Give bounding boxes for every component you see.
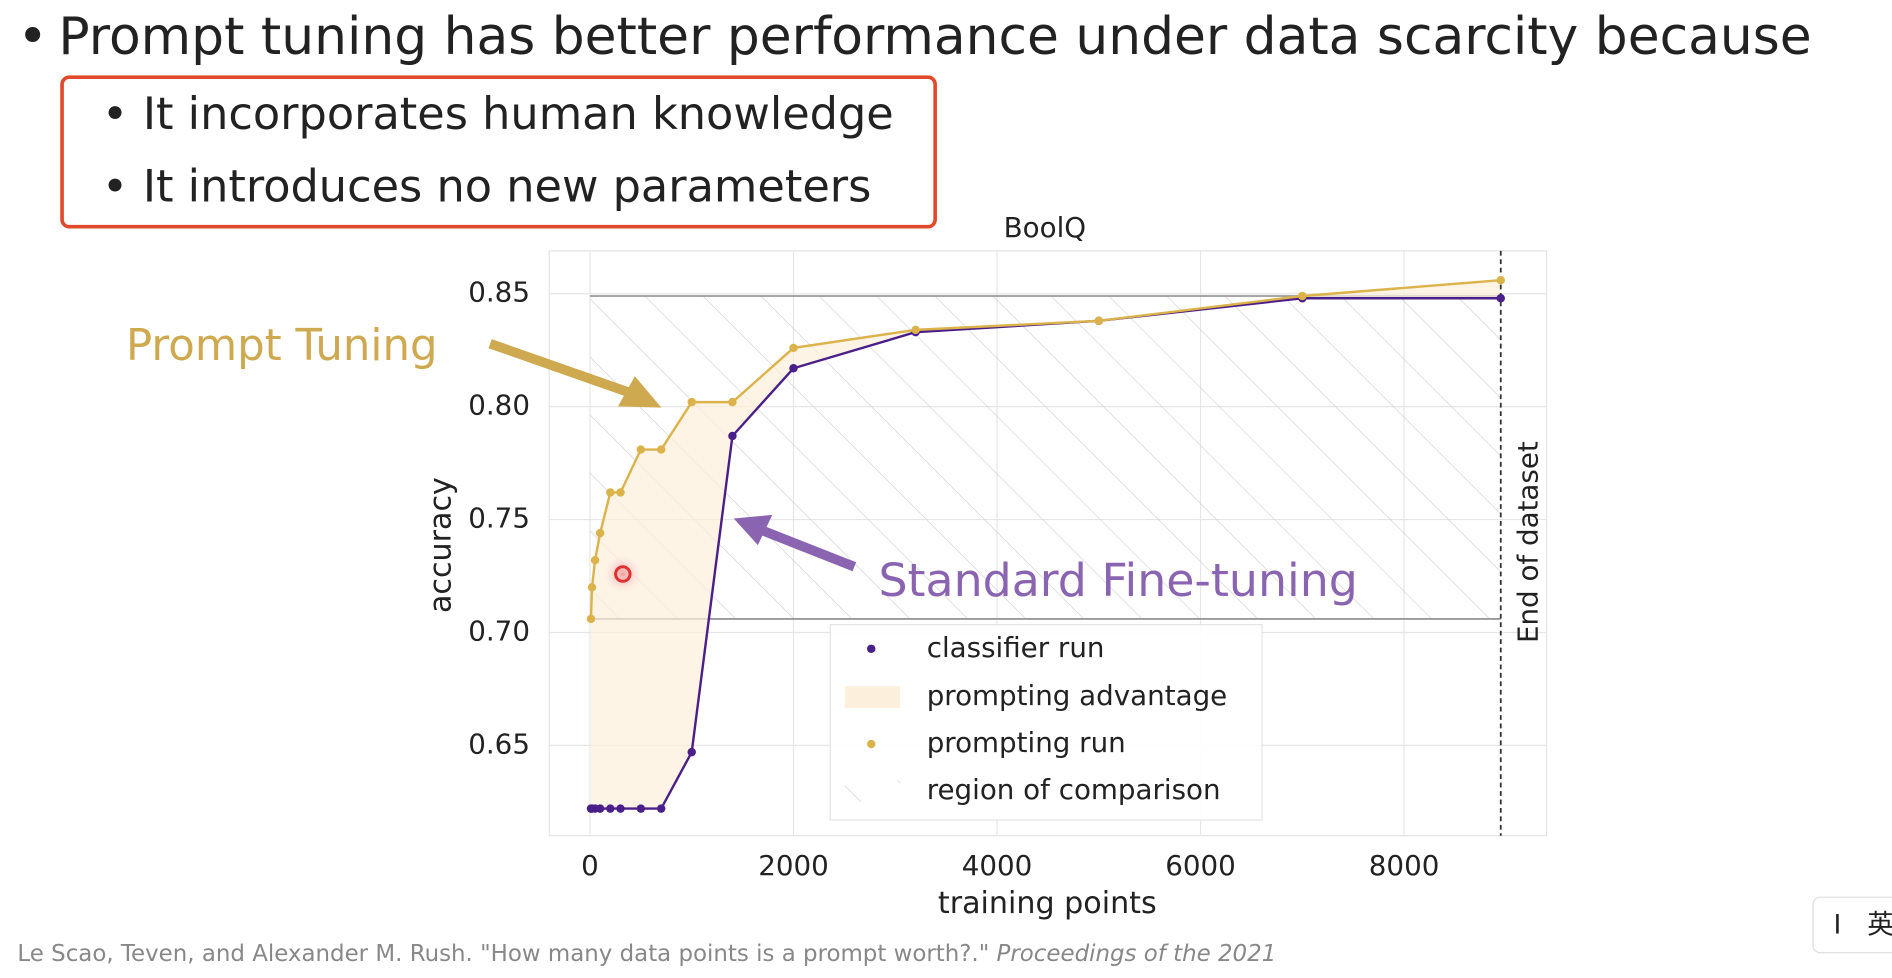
x-tick-label: 8000	[1369, 849, 1440, 882]
bullet: Prompt tuning has better performance und…	[58, 7, 1811, 67]
bullet-dot: •	[17, 7, 48, 67]
data-point	[1298, 291, 1307, 301]
legend-label: classifier run	[927, 631, 1105, 664]
ime-widget[interactable]	[1812, 896, 1892, 954]
data-point	[789, 343, 798, 353]
legend-marker	[867, 739, 876, 749]
annotation: Standard Fine-tuning	[878, 553, 1357, 607]
annotation: Prompt Tuning	[126, 321, 438, 371]
data-point	[587, 583, 597, 592]
data-point	[911, 325, 920, 335]
x-tick-label: 2000	[758, 849, 829, 882]
y-tick-label: 0.70	[468, 614, 530, 647]
ime-cursor: I	[1834, 910, 1842, 941]
citation: Le Scao, Teven, and Alexander M. Rush. "…	[17, 940, 1276, 966]
legend-marker	[844, 780, 901, 802]
x-tick-label: 0	[581, 849, 599, 882]
cursor-glow	[603, 554, 643, 594]
y-tick-label: 0.85	[468, 276, 530, 309]
legend-marker	[867, 644, 876, 654]
legend-marker	[844, 686, 901, 708]
ime-language[interactable]: 英	[1867, 910, 1892, 941]
data-point	[687, 747, 696, 757]
data-point	[636, 804, 646, 813]
data-point	[1496, 275, 1505, 285]
data-point	[616, 488, 625, 497]
legend-label: prompting run	[927, 726, 1126, 759]
cursor	[614, 565, 632, 583]
data-point	[728, 397, 737, 407]
plot: 0.65 0.70 0.75 0.80 0.85 0 2000 4000 6000 8000 End…	[126, 250, 1548, 882]
data-point	[616, 804, 625, 813]
end-of-dataset-label: End of dataset	[1512, 441, 1545, 643]
x-axis-label: training points	[938, 886, 1157, 921]
data-point	[636, 445, 646, 454]
citation-italic: Proceedings of the 2021	[997, 940, 1277, 966]
annotation-arrow	[488, 339, 630, 397]
data-point	[789, 364, 798, 373]
sub-bullet: It introduces no new parameters	[143, 160, 872, 212]
data-point	[687, 397, 696, 407]
annotation-arrowhead	[733, 514, 773, 546]
legend-label: prompting advantage	[927, 679, 1228, 712]
annotation-arrow	[760, 526, 857, 572]
comparison-region	[589, 295, 1501, 619]
y-tick-label: 0.75	[468, 502, 530, 535]
prompting-advantage	[590, 280, 1501, 809]
citation-text: Le Scao, Teven, and Alexander M. Rush. "…	[17, 940, 989, 966]
data-point	[728, 431, 737, 441]
x-tick-label: 4000	[962, 849, 1033, 882]
data-point	[606, 804, 615, 813]
data-point	[1496, 294, 1505, 303]
y-tick-label: 0.80	[468, 389, 530, 422]
bullet-dot: •	[102, 160, 128, 212]
data-point	[656, 804, 666, 813]
data-point	[590, 555, 600, 565]
legend: classifier run prompting advantage prompti…	[829, 624, 1263, 821]
data-point	[606, 488, 615, 497]
bullet-dot: •	[102, 88, 128, 140]
legend-label: region of comparison	[927, 773, 1221, 806]
data-point	[586, 614, 596, 624]
sub-bullet: It incorporates human knowledge	[143, 88, 894, 140]
x-tick-label: 6000	[1165, 849, 1236, 882]
data-point	[595, 804, 605, 813]
y-tick-label: 0.65	[468, 727, 530, 760]
annotation-arrowhead	[617, 376, 662, 408]
data-point	[1094, 316, 1104, 326]
data-point	[656, 445, 666, 454]
y-axis-label: accuracy	[423, 477, 458, 613]
highlight-box	[60, 75, 937, 229]
data-point	[595, 528, 605, 538]
legend-box	[829, 624, 1263, 821]
chart-title: BoolQ	[1004, 211, 1086, 244]
